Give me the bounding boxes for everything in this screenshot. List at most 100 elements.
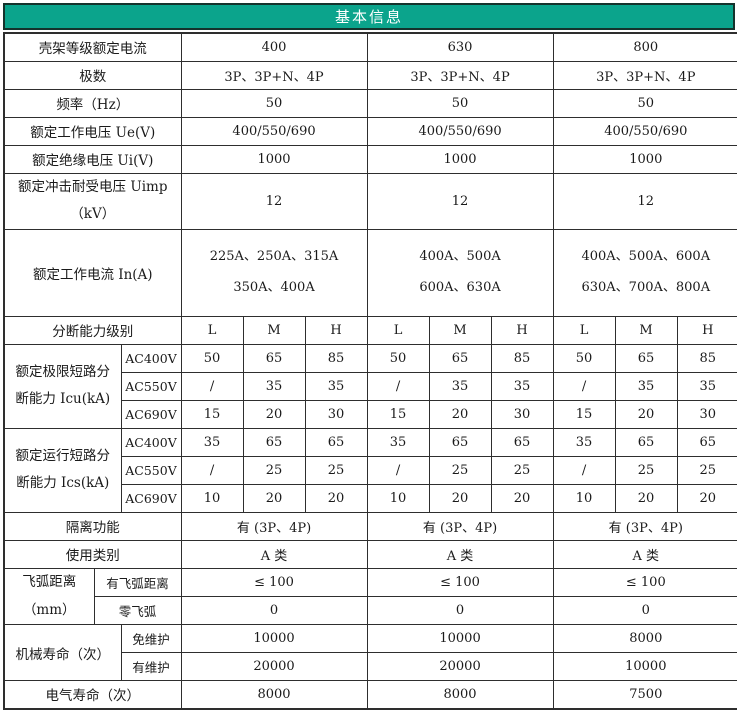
value-cell: 有 (3P、4P)	[552, 511, 737, 541]
value-cell: 1000	[180, 144, 368, 174]
value-cell: 50	[366, 88, 554, 118]
row-label: 隔离功能	[3, 511, 182, 541]
table-row: 飞弧距离 （mm） 有飞弧距离 ≤ 100 ≤ 100 ≤ 100	[3, 567, 737, 626]
page-title: 基本信息	[334, 8, 403, 26]
value-cell: 0	[552, 596, 737, 626]
row-label: 分断能力级别	[3, 315, 182, 345]
value-cell: 400A、500A、600A 630A、700A、800A	[552, 228, 737, 317]
table-row: 有维护 20000 20000 10000	[4, 652, 737, 682]
value-cell: M	[614, 315, 678, 345]
value-cell: 1000	[366, 144, 554, 174]
sub-label: 有飞弧距离	[93, 567, 182, 598]
value-cell: M	[428, 315, 492, 345]
table-row: 额定冲击耐受电压 Uimp （kV） 12 12 12	[3, 172, 737, 230]
value-cell: 85	[490, 343, 554, 373]
value-cell: 400	[180, 32, 368, 62]
value-cell: 65	[242, 343, 306, 373]
value-cell: 65	[490, 427, 554, 457]
value-cell: 10000	[552, 652, 737, 682]
table-row: 额定运行短路分 断能力 Ics(kA) AC400V 35 65 65 35 6…	[3, 427, 737, 513]
value-cell: 7500	[552, 680, 737, 710]
value-cell: L	[552, 315, 616, 345]
value-cell: 65	[428, 427, 492, 457]
sub-label: 免维护	[120, 624, 182, 654]
value-cell: 8000	[552, 624, 737, 654]
table-row: 额定绝缘电压 Ui(V) 1000 1000 1000	[3, 144, 737, 174]
value-cell: 50	[180, 88, 368, 118]
value-cell: 20	[614, 483, 678, 513]
sub-label: 零飞弧	[93, 596, 182, 626]
row-label: 使用类别	[3, 539, 182, 569]
value-cell: 35	[490, 371, 554, 401]
value-cell: /	[180, 371, 244, 401]
value-cell: H	[304, 315, 368, 345]
row-label: 电气寿命（次）	[3, 680, 182, 710]
value-cell: 20000	[366, 652, 554, 682]
value-cell: 15	[366, 399, 430, 429]
value-cell: A 类	[366, 539, 554, 569]
value-cell: 1000	[552, 144, 737, 174]
sub-label: AC400V	[120, 427, 182, 457]
table-row: 壳架等级额定电流 400 630 800	[3, 32, 737, 62]
value-cell: 有 (3P、4P)	[366, 511, 554, 541]
value-cell: 30	[676, 399, 737, 429]
value-cell: 30	[490, 399, 554, 429]
table-row: 分断能力级别 L M H L M H L M H	[3, 315, 737, 345]
value-cell: /	[180, 455, 244, 485]
value-cell: 50	[552, 343, 616, 373]
row-label: 额定工作电流 In(A)	[3, 228, 182, 317]
sub-label: AC690V	[120, 483, 182, 513]
value-cell: 225A、250A、315A 350A、400A	[180, 228, 368, 317]
value-cell: 12	[180, 172, 368, 230]
value-cell: 10	[180, 483, 244, 513]
row-label: 飞弧距离 （mm）	[3, 567, 95, 626]
value-cell: A 类	[180, 539, 368, 569]
value-cell: 8000	[366, 680, 554, 710]
value-cell: 20	[614, 399, 678, 429]
row-label: 额定绝缘电压 Ui(V)	[3, 144, 182, 174]
value-cell: 25	[304, 455, 368, 485]
value-cell: H	[490, 315, 554, 345]
value-cell: L	[180, 315, 244, 345]
value-cell: ≤ 100	[180, 567, 368, 598]
value-cell: 35	[614, 371, 678, 401]
value-cell: /	[366, 371, 430, 401]
table-row: 使用类别 A 类 A 类 A 类	[3, 539, 737, 569]
value-cell: 20	[242, 399, 306, 429]
value-cell: 65	[242, 427, 306, 457]
value-cell: 10	[366, 483, 430, 513]
value-cell: 15	[552, 399, 616, 429]
value-cell: 12	[366, 172, 554, 230]
table-row: 零飞弧 0 0 0	[4, 596, 737, 626]
value-cell: 20000	[180, 652, 368, 682]
value-cell: 65	[304, 427, 368, 457]
value-cell: 10000	[180, 624, 368, 654]
value-cell: /	[552, 455, 616, 485]
sub-label: AC400V	[120, 343, 182, 373]
table-row: 额定工作电压 Ue(V) 400/550/690 400/550/690 400…	[3, 116, 737, 146]
value-cell: 35	[366, 427, 430, 457]
value-cell: 50	[552, 88, 737, 118]
value-cell: 35	[304, 371, 368, 401]
value-cell: L	[366, 315, 430, 345]
value-cell: 85	[676, 343, 737, 373]
value-cell: A 类	[552, 539, 737, 569]
sub-label: AC550V	[120, 455, 182, 485]
table-row: 机械寿命（次） 免维护 10000 10000 8000	[3, 624, 737, 682]
value-cell: 25	[428, 455, 492, 485]
value-cell: 35	[180, 427, 244, 457]
row-label: 频率（Hz）	[3, 88, 182, 118]
value-cell: 20	[428, 483, 492, 513]
value-cell: 0	[366, 596, 554, 626]
value-cell: 35	[428, 371, 492, 401]
value-cell: 12	[552, 172, 737, 230]
value-cell: 3P、3P+N、4P	[366, 60, 554, 90]
table-row: AC550V / 25 25 / 25 25 / 25 25	[4, 455, 737, 485]
value-cell: 65	[676, 427, 737, 457]
value-cell: 800	[552, 32, 737, 62]
value-cell: 630	[366, 32, 554, 62]
table-row: AC550V / 35 35 / 35 35 / 35 35	[4, 371, 737, 401]
value-cell: 25	[242, 455, 306, 485]
row-label: 额定工作电压 Ue(V)	[3, 116, 182, 146]
value-cell: 20	[428, 399, 492, 429]
